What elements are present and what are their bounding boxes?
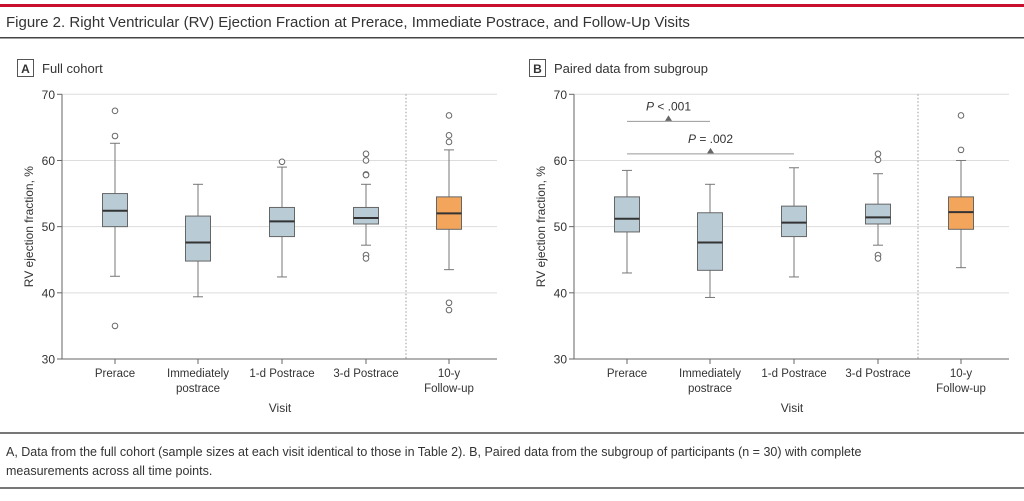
outlier-point <box>445 138 453 146</box>
title-rule <box>0 37 1024 39</box>
outlier-point <box>111 107 119 115</box>
x-tick-label: postrace <box>176 383 220 395</box>
box-4 <box>436 112 462 314</box>
panel-a: A Full cohort 30 40 50 60 70 RV ejection fracti… <box>17 59 497 415</box>
panel-letter: B <box>533 62 542 76</box>
panel-letter-box <box>17 59 34 77</box>
panel-letter: A <box>21 62 30 76</box>
p-value: < .001 <box>654 99 691 113</box>
x-tick-label: 10-y <box>438 368 461 380</box>
y-axis-label: RV ejection fraction, % <box>534 166 548 288</box>
accent-rule <box>0 4 1024 7</box>
caption-top-rule <box>0 432 1024 434</box>
box-2 <box>269 158 295 278</box>
y-tick-label: 70 <box>554 88 568 102</box>
p-value-label: P = .002 <box>688 132 733 146</box>
outlier-point <box>111 132 119 140</box>
y-tick-label: 50 <box>554 220 568 234</box>
box-iqr <box>781 205 807 238</box>
box-3 <box>865 150 891 262</box>
x-axis-label: Visit <box>781 401 804 415</box>
box-iqr <box>353 206 379 225</box>
box-iqr <box>185 215 211 262</box>
outlier-point <box>445 112 453 119</box>
outlier-point <box>445 306 453 314</box>
box-4 <box>948 112 974 269</box>
box-0 <box>614 169 640 274</box>
outlier-point <box>445 299 453 307</box>
caption-line-2: measurements across all time points. <box>6 464 212 478</box>
x-tick-label: 10-y <box>950 368 973 380</box>
p-symbol: P <box>688 132 696 146</box>
p-value: = .002 <box>696 132 733 146</box>
box-iqr <box>865 203 891 225</box>
outlier-point <box>111 322 119 330</box>
x-tick-label: 3-d Postrace <box>845 368 910 380</box>
x-tick-label: Follow-up <box>424 383 474 395</box>
outlier-point <box>874 156 882 164</box>
triangle-marker-icon <box>665 115 672 121</box>
y-axis-label: RV ejection fraction, % <box>22 166 36 288</box>
x-tick-label: 3-d Postrace <box>333 368 398 380</box>
y-tick-label: 60 <box>42 154 56 168</box>
caption-bottom-rule <box>0 487 1024 489</box>
y-tick-label: 40 <box>42 286 56 300</box>
panel-letter-box <box>529 59 546 77</box>
x-axis-label: Visit <box>269 401 292 415</box>
outlier-point <box>362 255 370 262</box>
y-tick-label: 30 <box>42 353 56 367</box>
p-symbol: P <box>646 99 654 113</box>
outlier-point <box>445 132 453 139</box>
x-tick-label: Prerace <box>95 368 135 380</box>
x-tick-label: Prerace <box>607 368 647 380</box>
panel-title: Paired data from subgroup <box>554 61 708 76</box>
box-3 <box>353 150 379 262</box>
y-tick-label: 60 <box>554 154 568 168</box>
y-tick-label: 50 <box>42 220 56 234</box>
y-tick-label: 30 <box>554 353 568 367</box>
p-value-label: P < .001 <box>646 99 691 113</box>
panel-title: Full cohort <box>42 61 103 76</box>
figure-title: Figure 2. Right Ventricular (RV) Ejectio… <box>6 14 690 31</box>
outlier-point <box>278 158 286 166</box>
box-0 <box>102 107 128 330</box>
x-tick-label: postrace <box>688 383 732 395</box>
x-tick-label: 1-d Postrace <box>761 368 826 380</box>
outlier-point <box>957 146 965 154</box>
outlier-point <box>362 150 370 158</box>
x-tick-label: 1-d Postrace <box>249 368 314 380</box>
box-1 <box>697 183 723 298</box>
outlier-point <box>874 150 882 158</box>
y-tick-label: 70 <box>42 88 56 102</box>
box-2 <box>781 167 807 278</box>
y-tick-label: 40 <box>554 286 568 300</box>
outlier-point <box>874 255 882 262</box>
panel-b: B Paired data from subgroup 30 40 50 60 70 RV e… <box>529 59 1009 415</box>
box-iqr <box>614 196 640 233</box>
outlier-point <box>362 157 370 164</box>
outlier-point <box>957 112 965 119</box>
x-tick-label: Follow-up <box>936 383 986 395</box>
box-1 <box>185 183 211 298</box>
caption-line-1: A, Data from the full cohort (sample siz… <box>6 445 861 459</box>
triangle-marker-icon <box>707 147 714 154</box>
x-tick-label: Immediately <box>679 368 741 380</box>
x-tick-label: Immediately <box>167 368 229 380</box>
outlier-point <box>362 171 370 179</box>
